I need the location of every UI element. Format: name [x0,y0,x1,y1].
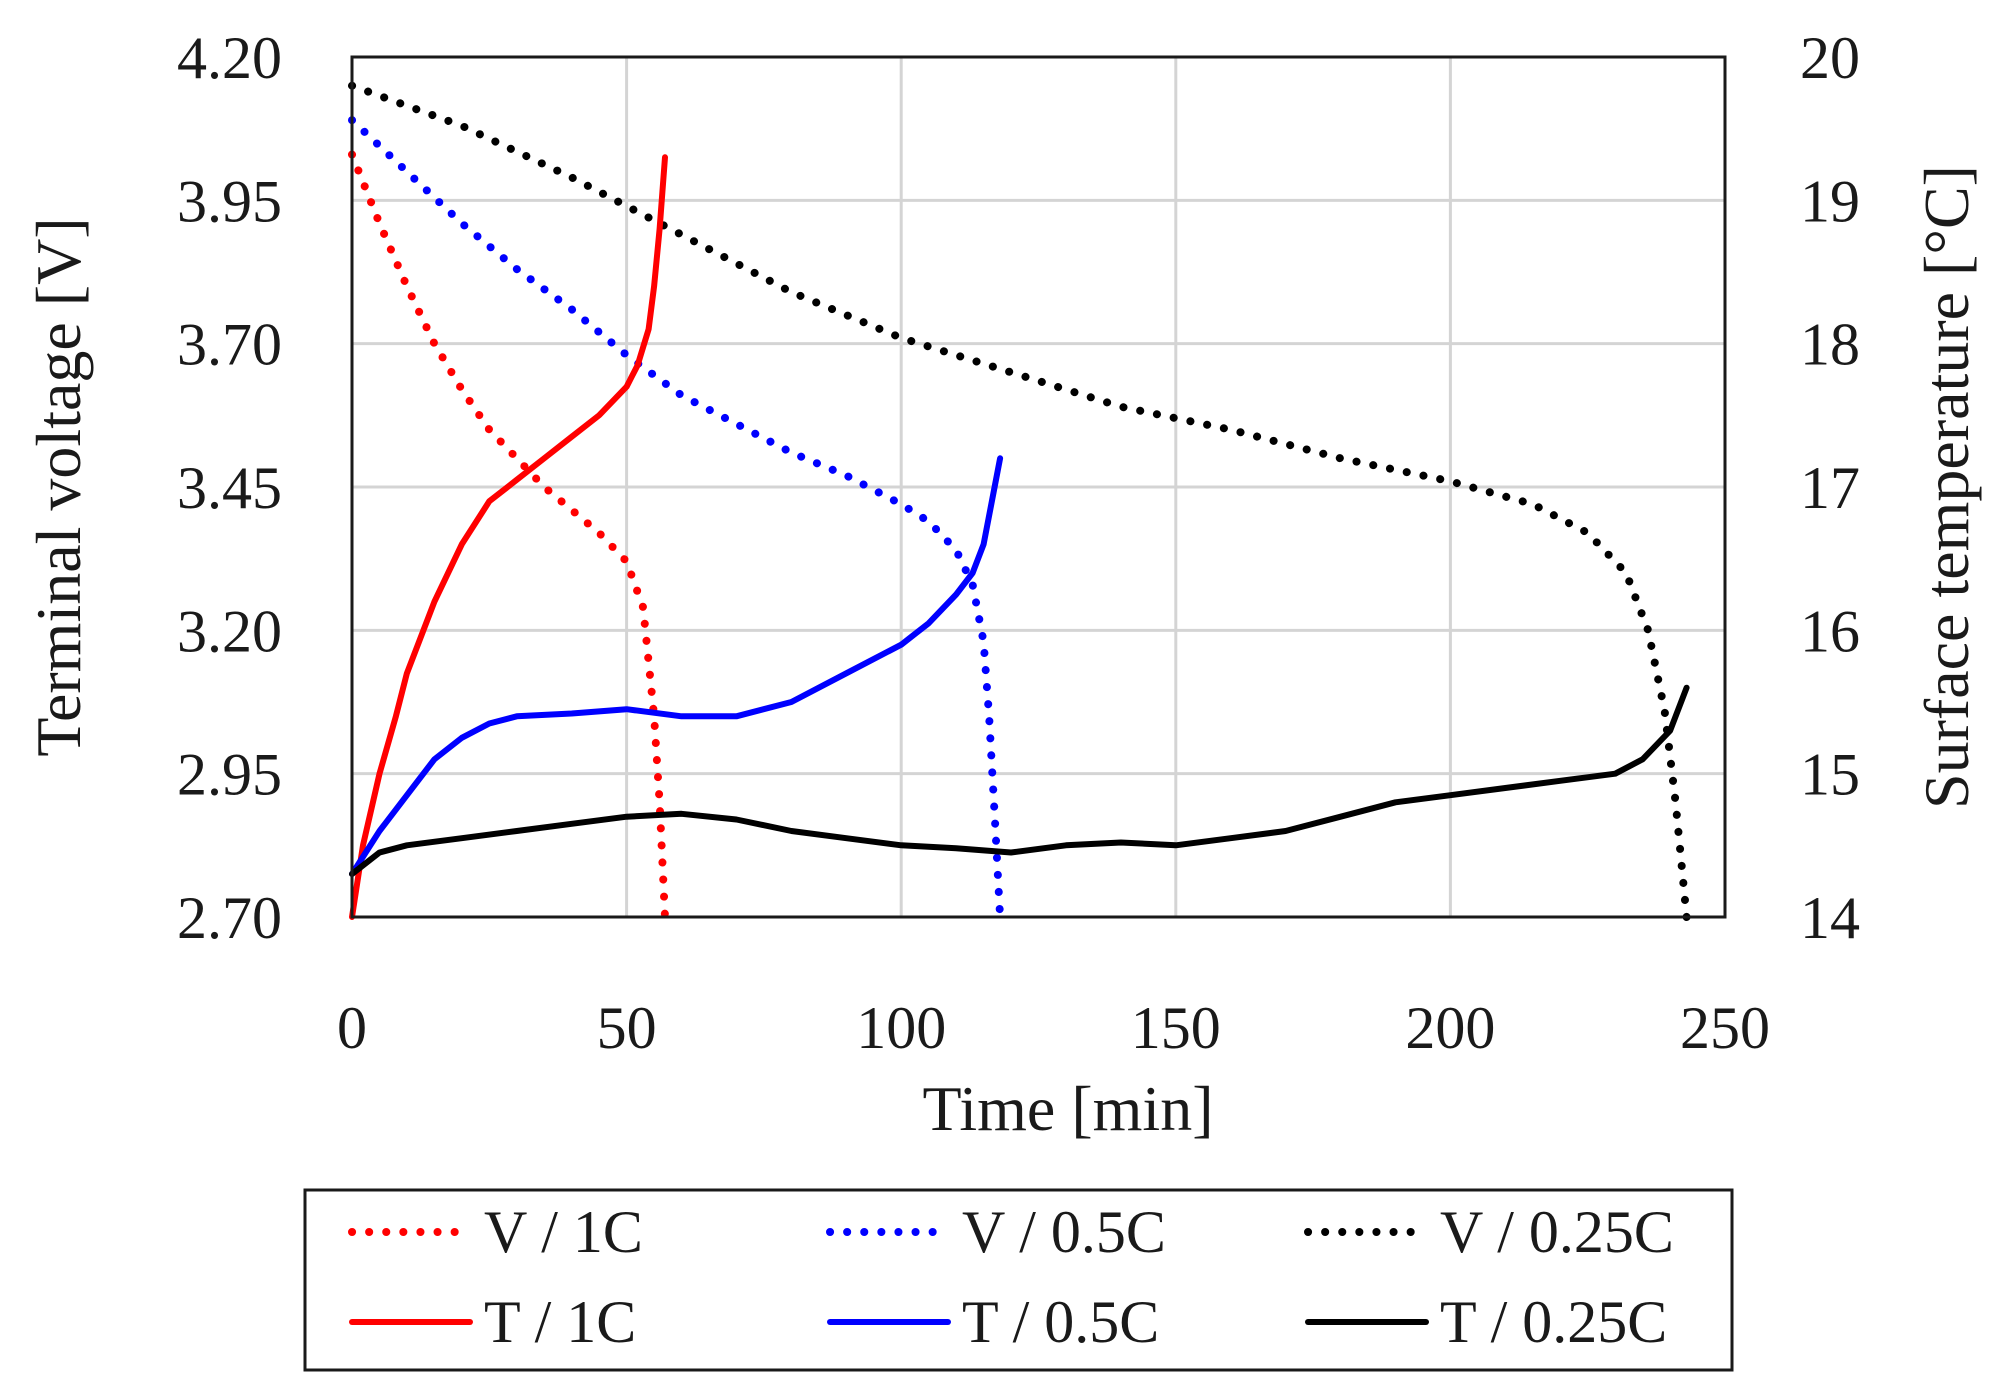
y-left-tick-label: 2.95 [177,742,282,808]
y-right-tick-label: 20 [1800,25,1860,91]
y-right-tick-label: 17 [1800,455,1860,521]
legend-label: V / 1C [484,1199,643,1265]
y-right-tick-label: 18 [1800,312,1860,378]
x-tick-label: 200 [1405,995,1495,1061]
y-right-tick-label: 16 [1800,598,1860,664]
y-left-tick-label: 2.70 [177,885,282,951]
y-axis-left-title: Terminal voltage [V] [23,217,94,756]
y-right-tick-label: 14 [1800,885,1860,951]
y-left-tick-label: 3.70 [177,312,282,378]
x-axis-title: Time [min] [923,1073,1214,1144]
series-line [348,81,1691,921]
y-left-tick-label: 3.45 [177,455,282,521]
y-left-tick-label: 4.20 [177,25,282,91]
series-line [349,455,1004,877]
plot-series [348,81,1691,921]
y-right-tick-label: 19 [1800,168,1860,234]
series-line [348,116,1005,921]
legend-label: T / 1C [484,1289,636,1355]
plot-frame [350,55,1727,919]
legend-label: V / 0.25C [1440,1199,1674,1265]
x-tick-label: 150 [1131,995,1221,1061]
y-left-tick-label: 3.20 [177,598,282,664]
legend-label: T / 0.5C [962,1289,1159,1355]
y-axis-right-title: Surface temperature [°C] [1911,165,1982,809]
legend-box [303,1188,1734,1372]
legend: V / 1C V / 0.5C V / 0.25C T / 1C T / 0.5C T /… [348,1199,1674,1355]
legend-label: V / 0.5C [962,1199,1166,1265]
x-tick-label: 250 [1680,995,1770,1061]
series-line [349,684,1690,877]
x-tick-label: 100 [856,995,946,1061]
x-tick-label: 50 [597,995,657,1061]
tick-labels: 0 50 100 150 200 250 2.70 2.95 3.20 3.45 3.70 3.95 4… [177,25,1860,1061]
legend-label: T / 0.25C [1440,1289,1667,1355]
grid-lines [352,57,1725,917]
series-line [349,154,668,920]
y-right-tick-label: 15 [1800,742,1860,808]
y-left-tick-label: 3.95 [177,168,282,234]
x-tick-label: 0 [337,995,367,1061]
